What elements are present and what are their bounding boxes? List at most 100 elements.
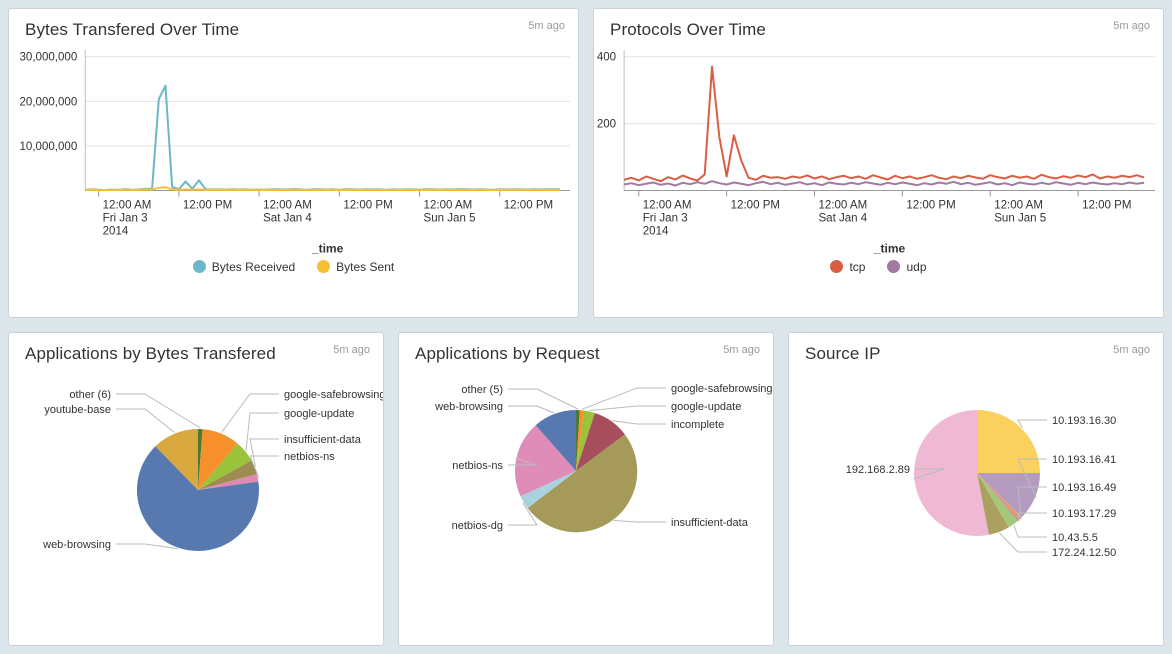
panel-protocols-over-time: Protocols Over Time 5m ago 200 400 12:00 A…	[593, 8, 1164, 318]
refresh-age-label: 5m ago	[1113, 20, 1150, 32]
pie-label-leader	[116, 408, 175, 433]
legend-label: udp	[906, 259, 927, 274]
pie-slice-google-safebrowsing[interactable]	[576, 410, 584, 471]
pie-slice-other-5-[interactable]	[576, 409, 580, 471]
pie-label-leader	[612, 420, 666, 425]
chart-legend: tcp udp	[594, 260, 1163, 274]
pie-slice-label: web-browsing	[434, 401, 503, 413]
legend-swatch	[192, 260, 206, 274]
pie-slice-incomplete[interactable]	[576, 413, 625, 471]
pie-slice-10.43.5.5[interactable]	[977, 473, 1018, 528]
pie-label-leader	[581, 387, 666, 410]
legend-item-bytes-sent[interactable]: Bytes Sent	[317, 260, 394, 274]
pie-slice-insufficient-data[interactable]	[527, 434, 638, 533]
pie-slice-label: 10.193.16.41	[1052, 454, 1116, 466]
pie-slice-web-browsing[interactable]	[535, 410, 576, 471]
panel-header: Bytes Transfered Over Time 5m ago	[9, 9, 578, 42]
pie-label-leader	[999, 532, 1047, 553]
panel-source-ip: Source IP 5m ago 10.193.16.30 10.193.16.4…	[788, 332, 1164, 646]
pie-slice-label: google-update	[284, 408, 354, 420]
pie-slice-192.168.2.89[interactable]	[914, 410, 989, 536]
pie-label-leader	[116, 393, 201, 429]
legend-item-udp[interactable]: udp	[887, 259, 927, 274]
pie-slice-web-browsing[interactable]	[136, 446, 259, 551]
pie-chart-canvas: other (6) google-safebrowsing google-updat…	[42, 389, 383, 551]
pie-slice-label: web-browsing	[42, 539, 111, 551]
x-tick-label: 12:00 PM	[183, 200, 232, 212]
pie-slice-172.24.12.50[interactable]	[977, 473, 1009, 535]
legend-label: Bytes Sent	[336, 259, 395, 274]
x-tick-label: 12:00 AM	[103, 200, 152, 212]
pie-label-leader	[1017, 419, 1047, 428]
pie-slice-google-update[interactable]	[198, 443, 252, 491]
applications-by-bytes-pie[interactable]: other (6) google-safebrowsing google-updat…	[9, 366, 383, 632]
pie-slice-10.193.16.30[interactable]	[977, 410, 1040, 473]
x-tick-label: 12:00 AM	[424, 200, 473, 212]
pie-slice-label: google-safebrowsing	[671, 383, 773, 395]
pie-label-leader	[508, 457, 538, 466]
pie-label-leader	[249, 455, 279, 478]
x-tick-label: 12:00 AM	[263, 200, 312, 212]
dashboard-row-bottom: Applications by Bytes Transfered 5m ago …	[8, 332, 1164, 646]
pie-slice-insufficient-data[interactable]	[198, 460, 257, 490]
x-tick-label: 12:00 PM	[731, 200, 780, 212]
pie-label-leader	[1017, 458, 1047, 498]
x-tick-label: Sat Jan 4	[819, 213, 868, 225]
chart-legend: Bytes Received Bytes Sent	[9, 260, 578, 274]
pie-label-leader	[508, 405, 555, 414]
pie-slice-10.193.16.49[interactable]	[977, 473, 1022, 520]
pie-slice-other-6-[interactable]	[198, 429, 203, 490]
pie-label-leader	[249, 438, 279, 467]
pie-slice-netbios-ns[interactable]	[515, 425, 576, 497]
panel-bytes-transfered-over-time: Bytes Transfered Over Time 5m ago 10,000…	[8, 8, 579, 318]
y-tick-label: 200	[597, 119, 616, 131]
pie-label-leader	[221, 393, 279, 433]
pie-slice-label: other (6)	[69, 389, 111, 401]
source-ip-pie[interactable]: 10.193.16.30 10.193.16.41 10.193.16.49 10.1…	[789, 366, 1163, 632]
x-tick-label: 12:00 PM	[343, 200, 392, 212]
protocols-over-time-chart[interactable]: 200 400 12:00 AM Fri Jan 3 2014 12:00 PM 12:00…	[594, 42, 1163, 274]
panel-title: Source IP	[805, 344, 881, 363]
series-line-udp[interactable]	[623, 180, 1145, 187]
pie-slice-10.193.17.29[interactable]	[977, 473, 1020, 521]
pie-label-leader	[1017, 512, 1047, 522]
pie-chart-canvas: other (5) google-safebrowsing google-updat…	[434, 383, 773, 533]
pie-slice-label: incomplete	[671, 419, 724, 431]
panel-title: Protocols Over Time	[610, 20, 766, 39]
bytes-over-time-chart[interactable]: 10,000,000 20,000,000 30,000,000 12:00 AM Fr…	[9, 42, 578, 274]
pie-slice-label: youtube-base	[44, 404, 111, 416]
legend-item-tcp[interactable]: tcp	[830, 260, 865, 274]
pie-slice-google-update[interactable]	[576, 410, 595, 472]
pie-slice-label: 172.24.12.50	[1052, 547, 1116, 559]
pie-slice-youtube-base[interactable]	[155, 429, 198, 490]
series-line-tcp[interactable]	[623, 65, 1145, 183]
panel-title: Bytes Transfered Over Time	[25, 20, 240, 39]
pie-slice-label: 10.193.16.30	[1052, 415, 1116, 427]
pie-slice-google-safebrowsing[interactable]	[198, 429, 238, 490]
pie-slice-label: insufficient-data	[284, 434, 362, 446]
x-tick-label: Fri Jan 3	[103, 213, 148, 225]
refresh-age-label: 5m ago	[1113, 344, 1150, 356]
pie-slice-label: 10.193.17.29	[1052, 508, 1116, 520]
pie-slice-netbios-dg[interactable]	[520, 471, 577, 509]
applications-by-request-pie[interactable]: other (5) google-safebrowsing google-updat…	[399, 366, 773, 632]
x-tick-label: 12:00 PM	[504, 200, 553, 212]
pie-label-leader	[245, 412, 279, 451]
pie-slice-label: insufficient-data	[671, 517, 749, 529]
panel-header: Applications by Request 5m ago	[399, 333, 773, 366]
legend-item-bytes-received[interactable]: Bytes Received	[192, 260, 295, 274]
refresh-age-label: 5m ago	[528, 20, 565, 32]
panel-applications-by-bytes: Applications by Bytes Transfered 5m ago …	[8, 332, 384, 646]
y-tick-label: 20,000,000	[20, 96, 78, 108]
dashboard-row-top: Bytes Transfered Over Time 5m ago 10,000…	[8, 8, 1164, 318]
panel-header: Applications by Bytes Transfered 5m ago	[9, 333, 383, 366]
series-line-bytes-sent[interactable]	[85, 186, 560, 192]
pie-label-leader	[589, 405, 666, 411]
pie-slice-netbios-ns[interactable]	[198, 474, 259, 490]
x-tick-label: 12:00 PM	[906, 200, 955, 212]
pie-slice-10.193.16.41[interactable]	[977, 473, 1040, 518]
pie-label-leader	[913, 468, 945, 480]
